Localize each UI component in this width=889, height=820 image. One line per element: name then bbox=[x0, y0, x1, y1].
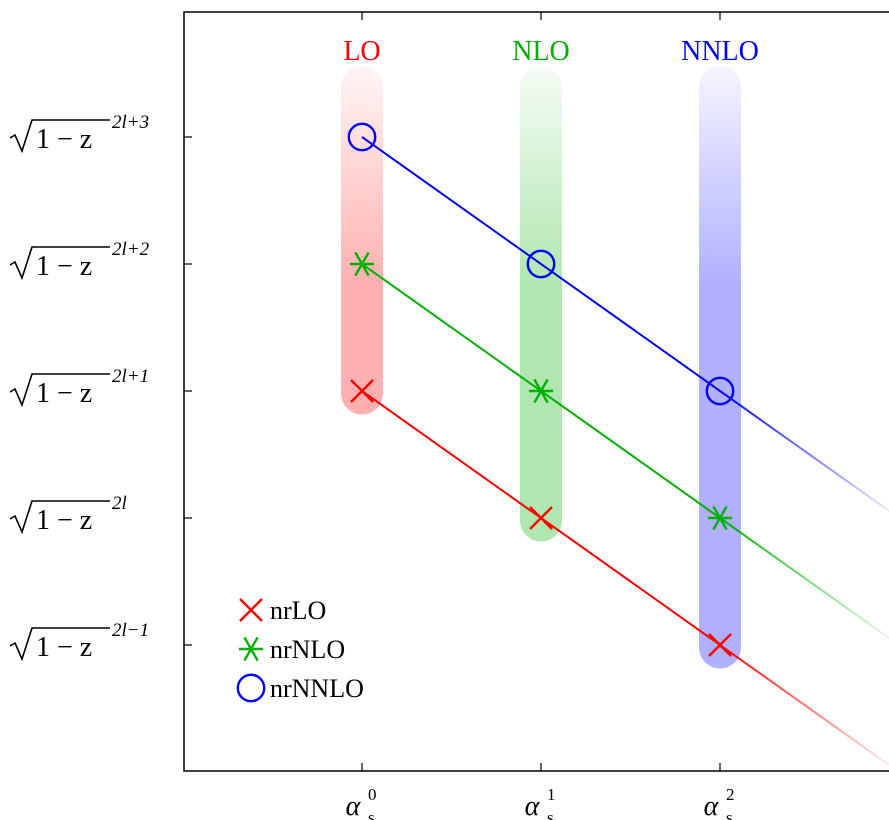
band-label-nnlo: NNLO bbox=[681, 36, 759, 67]
x-tick-sup-2: 2 bbox=[726, 785, 735, 804]
x-tick-label-1: α bbox=[525, 791, 541, 820]
marker-nrlo-2 bbox=[708, 633, 732, 657]
marker-nrnnlo-0 bbox=[347, 122, 377, 152]
svg-text:1 − z: 1 − z bbox=[36, 124, 92, 155]
series-lines bbox=[361, 136, 889, 767]
marker-nrlo-0 bbox=[350, 379, 374, 403]
marker-nrnlo-2 bbox=[707, 505, 733, 531]
legend-item-nrnnlo: nrNNLO bbox=[236, 673, 364, 703]
band-nnlo bbox=[699, 66, 741, 669]
x-tick-sup-1: 1 bbox=[547, 785, 556, 804]
legend-marker-nrlo bbox=[239, 598, 263, 622]
svg-text:2l+2: 2l+2 bbox=[112, 239, 150, 260]
x-tick-sub-1: s bbox=[547, 808, 554, 820]
svg-text:nrLO: nrLO bbox=[270, 596, 326, 625]
band-label-lo: LO bbox=[343, 36, 380, 67]
marker-nrnnlo-2 bbox=[705, 376, 735, 406]
x-tick-sub-2: s bbox=[726, 808, 733, 820]
series-line-nrlo bbox=[361, 390, 889, 767]
svg-text:1 − z: 1 − z bbox=[36, 505, 92, 536]
legend-marker-nrnlo bbox=[238, 636, 264, 662]
y-tick-label-1: 1 − z 2l+2 bbox=[9, 239, 150, 282]
marker-nrnlo-0 bbox=[349, 251, 375, 277]
marker-nrnlo-1 bbox=[528, 378, 554, 404]
series-line-nrnnlo bbox=[361, 136, 889, 513]
legend-marker-nrnnlo bbox=[236, 673, 266, 703]
band-label-nlo: NLO bbox=[512, 36, 570, 67]
band-labels: LO NLO NNLO bbox=[343, 36, 759, 67]
svg-text:2l+1: 2l+1 bbox=[112, 366, 149, 387]
band-lo bbox=[341, 66, 383, 415]
svg-text:2l−1: 2l−1 bbox=[112, 620, 149, 641]
svg-text:nrNLO: nrNLO bbox=[270, 635, 345, 664]
marker-nrlo-1 bbox=[529, 506, 553, 530]
order-bands bbox=[341, 66, 741, 669]
legend-item-nrnlo: nrNLO bbox=[238, 635, 345, 664]
y-tick-label-2: 1 − z 2l+1 bbox=[9, 366, 149, 409]
legend: nrLO nrNLO nrNNLO bbox=[236, 596, 364, 703]
y-tick-label-3: 1 − z 2l bbox=[9, 493, 127, 536]
y-tick-label-4: 1 − z 2l−1 bbox=[9, 620, 149, 663]
marker-nrnnlo-1 bbox=[526, 249, 556, 279]
x-tick-sup-0: 0 bbox=[368, 785, 377, 804]
svg-text:2l+3: 2l+3 bbox=[112, 112, 149, 133]
svg-text:2l: 2l bbox=[112, 493, 127, 514]
x-tick-label-0: α bbox=[346, 791, 362, 820]
y-tick-label-0: 1 − z 2l+3 bbox=[9, 112, 149, 155]
svg-text:1 − z: 1 − z bbox=[36, 378, 92, 409]
svg-text:1 − z: 1 − z bbox=[36, 251, 92, 282]
x-tick-sub-0: s bbox=[368, 808, 375, 820]
band-nlo bbox=[520, 66, 562, 542]
x-axis-ticks: α 0s α 1s α 2s bbox=[346, 12, 735, 820]
svg-text:1 − z: 1 − z bbox=[36, 632, 92, 663]
series-line-nrnlo bbox=[361, 263, 889, 640]
svg-text:nrNNLO: nrNNLO bbox=[270, 674, 364, 703]
legend-item-nrlo: nrLO bbox=[239, 596, 326, 625]
y-axis-ticks: 1 − z 2l+3 1 − z 2l+2 1 − z 2l+1 1 − z 2l 1 − z 2… bbox=[9, 112, 192, 663]
series-markers bbox=[347, 122, 735, 657]
x-tick-label-2: α bbox=[704, 791, 720, 820]
